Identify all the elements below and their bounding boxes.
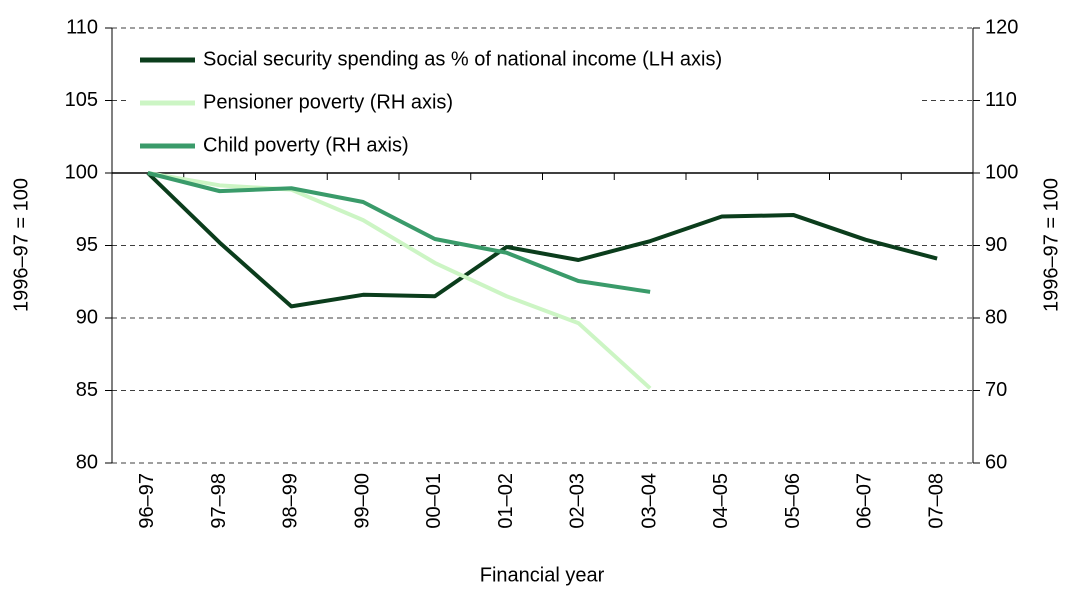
y-tick-label: 105 xyxy=(65,89,98,111)
legend-label: Social security spending as % of nationa… xyxy=(203,48,722,70)
y-tick-label: 90 xyxy=(76,306,98,328)
y2-tick-label: 120 xyxy=(985,16,1018,38)
y2-tick-label: 70 xyxy=(985,379,1007,401)
x-tick-label: 06–07 xyxy=(854,473,876,529)
x-tick-label: 05–06 xyxy=(782,473,804,529)
y-tick-label: 100 xyxy=(65,161,98,183)
x-tick-label: 01–02 xyxy=(495,473,517,529)
x-tick-label: 07–08 xyxy=(925,473,947,529)
x-tick-label: 99–00 xyxy=(351,473,373,529)
x-tick-label: 97–98 xyxy=(208,473,230,529)
x-tick-label: 02–03 xyxy=(567,473,589,529)
y2-tick-label: 100 xyxy=(985,161,1018,183)
x-tick-label: 96–97 xyxy=(136,473,158,529)
x-tick-label: 98–99 xyxy=(280,473,302,529)
y-tick-label: 95 xyxy=(76,234,98,256)
y-tick-label: 80 xyxy=(76,451,98,473)
y-tick-label: 110 xyxy=(66,16,98,38)
legend-label: Child poverty (RH axis) xyxy=(203,134,409,156)
x-axis-title: Financial year xyxy=(480,564,605,586)
line-series xyxy=(147,171,652,390)
y2-axis-title: 1996–97 = 100 xyxy=(1040,178,1062,312)
y-tick-label: 85 xyxy=(76,379,98,401)
legend-label: Pensioner poverty (RH axis) xyxy=(203,91,453,113)
legend-box xyxy=(128,38,918,168)
y-axis-title: 1996–97 = 100 xyxy=(10,178,32,312)
x-tick-label: 03–04 xyxy=(638,473,660,529)
x-tick-label: 04–05 xyxy=(710,473,732,529)
line-series xyxy=(146,171,938,309)
y2-tick-label: 90 xyxy=(985,234,1007,256)
x-tick-label: 00–01 xyxy=(423,473,445,529)
y2-tick-label: 60 xyxy=(985,451,1007,473)
y2-tick-label: 110 xyxy=(985,89,1017,111)
y2-tick-label: 80 xyxy=(985,306,1007,328)
line-series xyxy=(147,171,651,294)
